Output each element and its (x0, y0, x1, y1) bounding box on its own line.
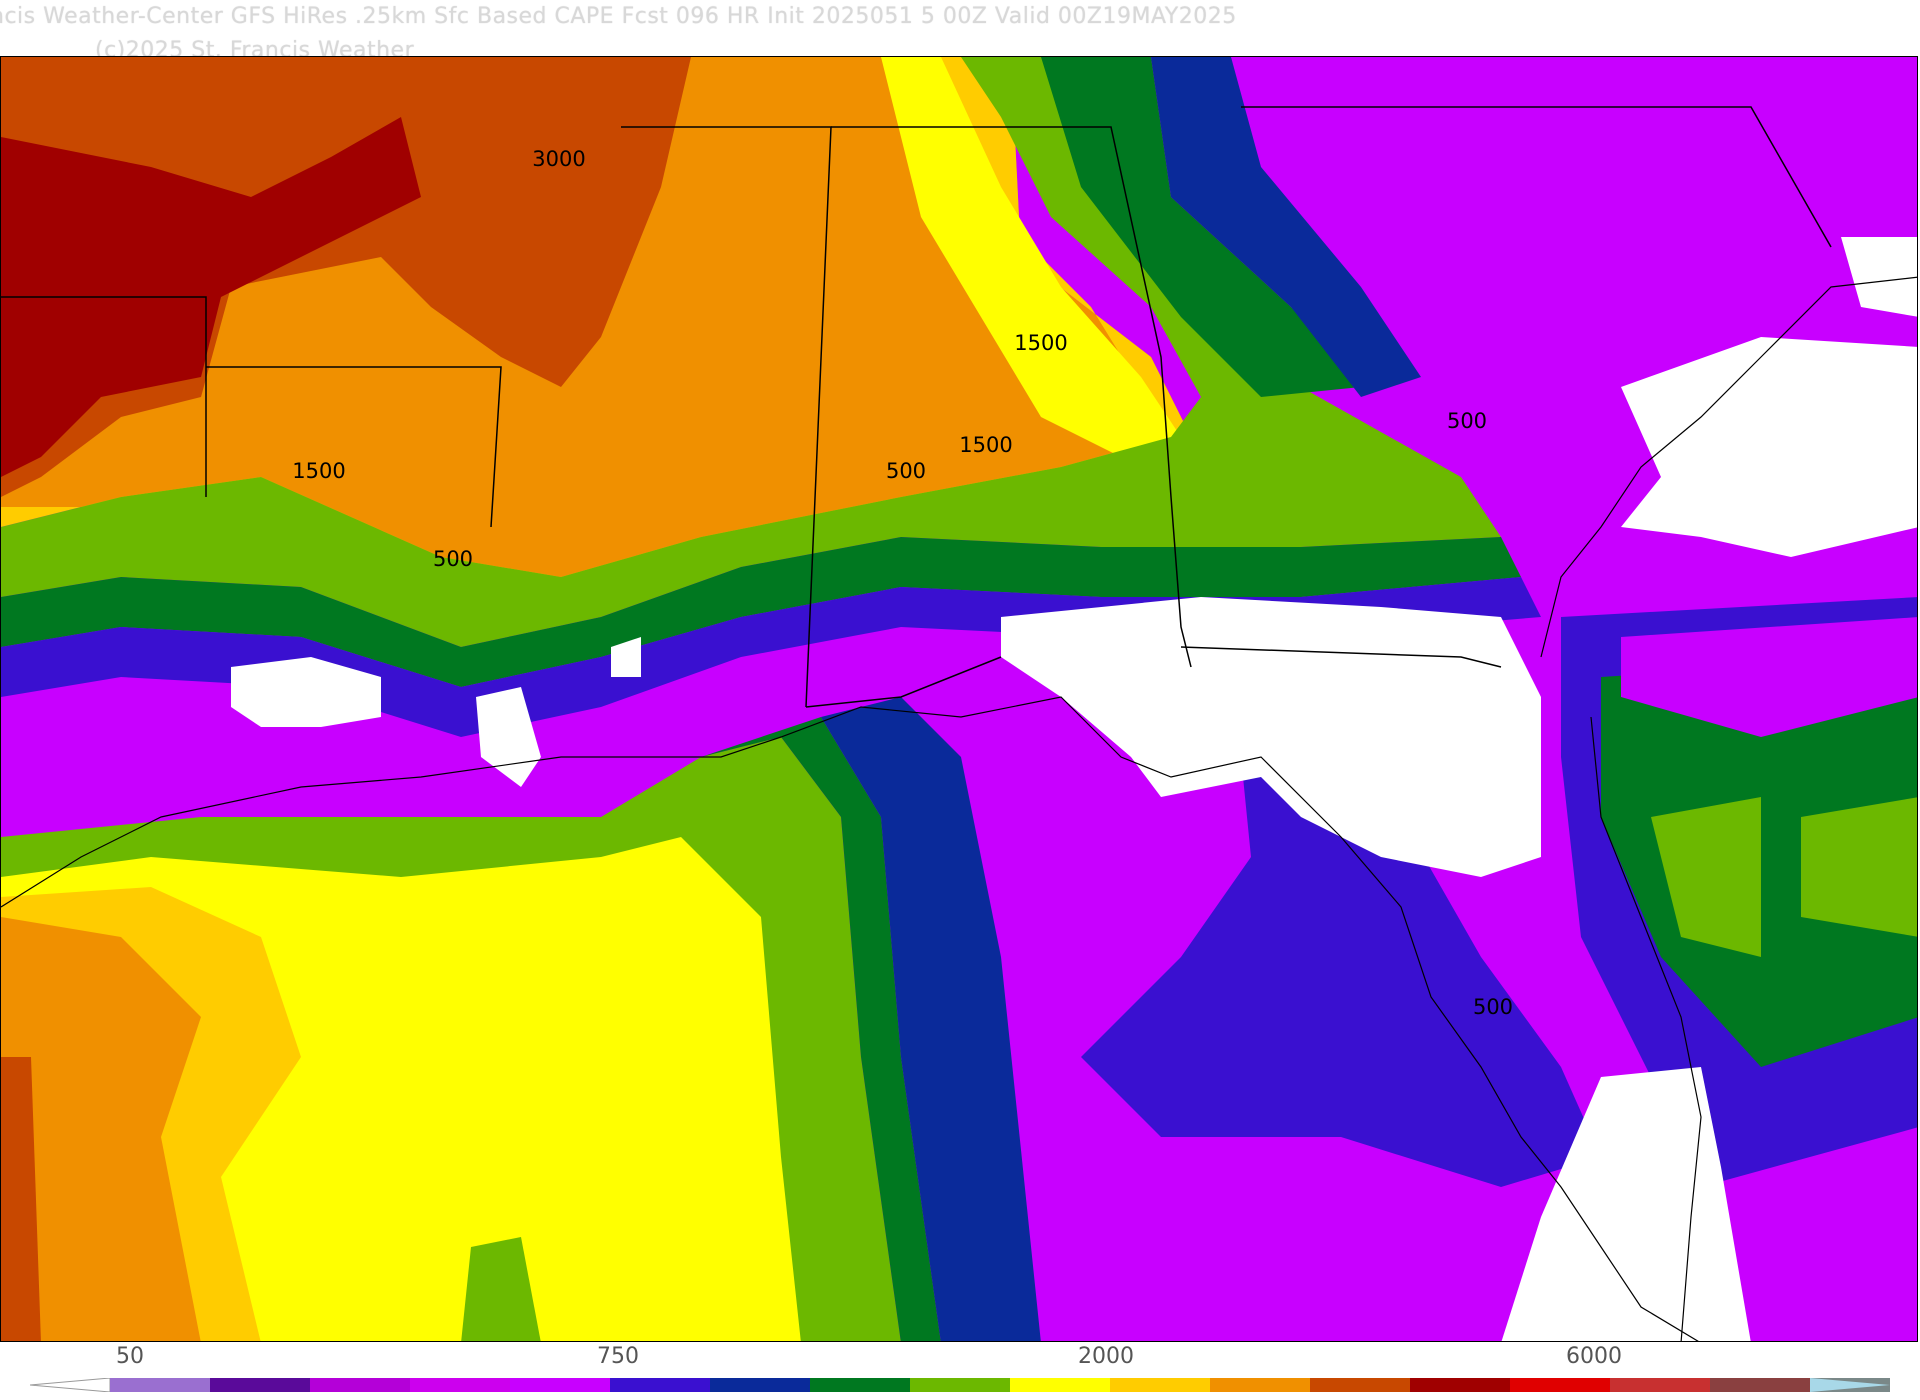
cape-fill-gulf-orange (1, 917, 201, 1341)
cape-fill-white-lower-fl (1501, 1067, 1751, 1341)
colorbar-swatch-10 (1110, 1378, 1211, 1392)
cape-fill-green-light (1, 57, 1501, 647)
contour-label-1500-fl: 1500 (959, 433, 1013, 457)
contour-label-500-al: 500 (885, 459, 927, 483)
colorbar-swatch-9 (1010, 1378, 1111, 1392)
contour-label-1500-la: 1500 (292, 459, 346, 483)
colorbar-swatch-16 (1710, 1378, 1811, 1392)
colorbar-swatch-11 (1210, 1378, 1311, 1392)
cape-fill-atlantic-magenta (1621, 617, 1917, 737)
contour-label-500-ga: 500 (1446, 409, 1488, 433)
cape-field (1, 57, 1917, 1341)
cape-fill-white-nc (1841, 237, 1917, 317)
coastline (1, 276, 1917, 1341)
cape-fill-darkred (1, 117, 421, 477)
cape-fill-green-nd (1041, 57, 1361, 397)
cape-fill-atlantic-lightgreen (1651, 797, 1761, 957)
colorbar-swatch-8 (910, 1378, 1011, 1392)
cape-fill-white-carolina (1621, 337, 1917, 557)
colorbar-swatch-3 (410, 1378, 511, 1392)
colorbar-tick-6000: 6000 (1566, 1344, 1622, 1369)
colorbar-swatch-15 (1610, 1378, 1711, 1392)
cape-fill-white-small (611, 637, 641, 677)
cape-fill-white-georgia (1001, 597, 1541, 877)
cape-fill-gulf-brown (1, 1057, 41, 1341)
cape-fill-gulf-navy (821, 697, 1041, 1341)
colorbar-swatch-1 (210, 1378, 311, 1392)
state-boundaries (1, 106, 1832, 708)
cape-fill-florida-blue (1081, 757, 1601, 1187)
colorbar-extend-high (1810, 1378, 1890, 1392)
colorbar-swatch-0 (110, 1378, 211, 1392)
cape-fill-gulf-green-spot (461, 1237, 541, 1341)
colorbar-tick-2000: 2000 (1078, 1344, 1134, 1369)
cape-fill-gulf-darkgreen (701, 717, 941, 1341)
colorbar-swatch-2 (310, 1378, 411, 1392)
colorbar-extend-low (30, 1378, 111, 1392)
colorbar-swatch-5 (610, 1378, 711, 1392)
cape-fill-yellow-inner (881, 57, 1181, 457)
colorbar-swatch-7 (810, 1378, 911, 1392)
colorbar-swatch-6 (710, 1378, 811, 1392)
map-title: ncis Weather-Center GFS HiRes .25km Sfc … (0, 4, 1237, 29)
colorbar-tick-50: 50 (116, 1344, 144, 1369)
colorbar (30, 1378, 1890, 1392)
colorbar-swatch-13 (1410, 1378, 1511, 1392)
cape-map: 3000 1500 1500 1500 500 500 500 500 (0, 56, 1918, 1342)
contour-label-500-fl: 500 (1472, 995, 1514, 1019)
cape-fill-green-dark (1, 537, 1521, 687)
colorbar-swatch-14 (1510, 1378, 1611, 1392)
cape-fill-white-louisiana (231, 657, 381, 727)
contour-label-500-ms: 500 (432, 547, 474, 571)
cape-fill-navy-ne (1151, 57, 1421, 397)
colorbar-swatch-4 (510, 1378, 611, 1392)
colorbar-tick-750: 750 (597, 1344, 639, 1369)
contour-label-3000: 3000 (532, 147, 586, 171)
cape-fill-atlantic-lightgreen-2 (1801, 797, 1917, 937)
colorbar-swatch-12 (1310, 1378, 1411, 1392)
cape-fill-brown (1, 57, 691, 497)
contour-label-1500-al: 1500 (1014, 331, 1068, 355)
